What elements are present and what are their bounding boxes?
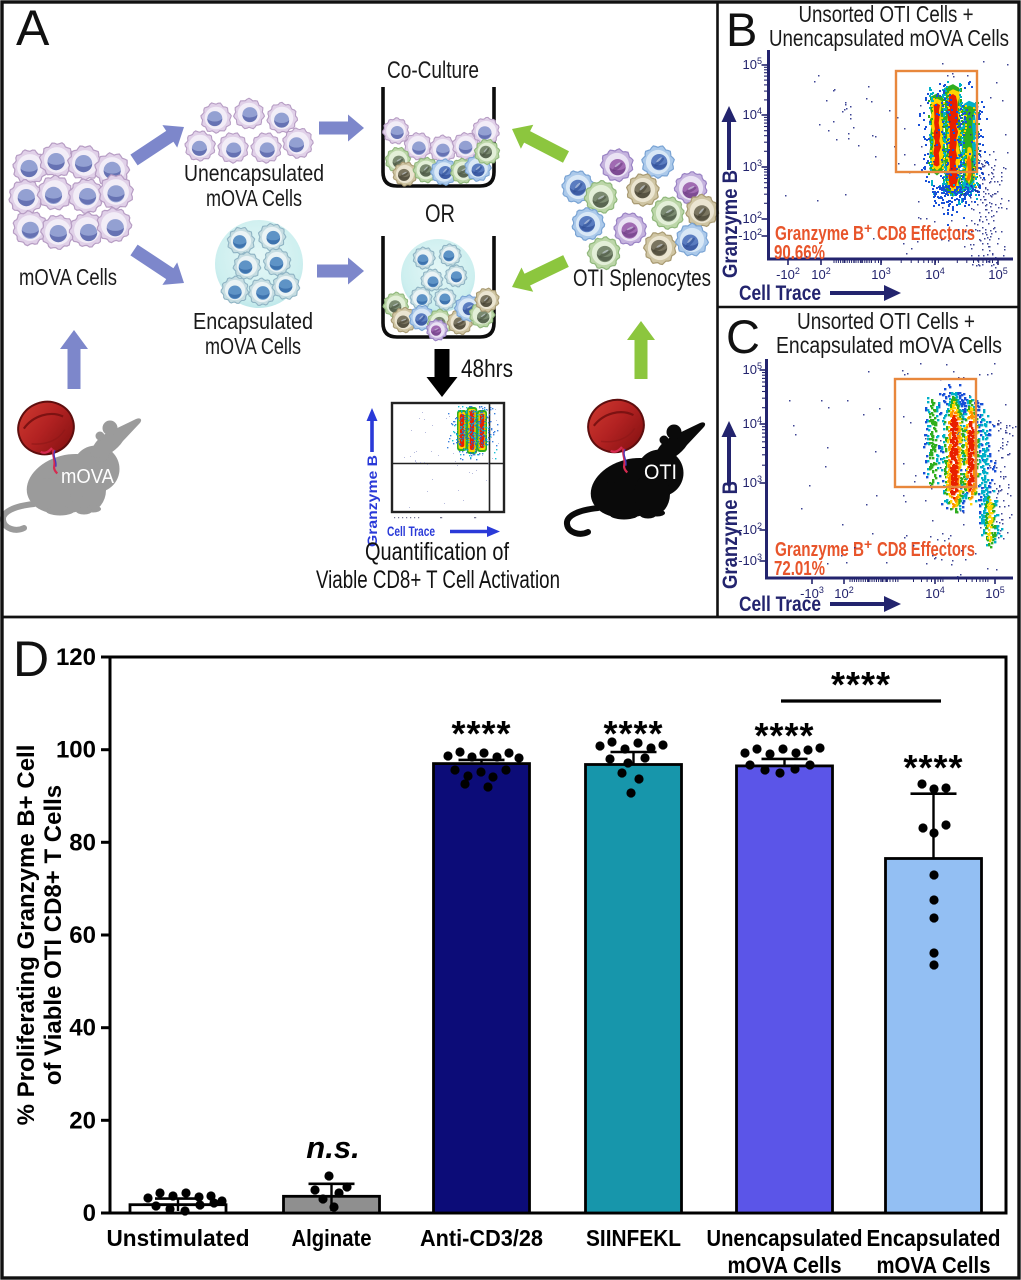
svg-text:Alginate: Alginate: [292, 1225, 372, 1251]
svg-text:****: ****: [831, 664, 891, 705]
svg-text:Granzyme B: Granzyme B: [719, 170, 742, 278]
svg-text:mOVA Cells: mOVA Cells: [877, 1252, 991, 1278]
svg-text:Co-Culture: Co-Culture: [387, 57, 479, 84]
svg-text:of Viable OTI CD8+ T Cells: of Viable OTI CD8+ T Cells: [40, 785, 67, 1085]
svg-text:mOVA Cells: mOVA Cells: [728, 1252, 842, 1278]
svg-text:Granzyme B: Granzyme B: [775, 223, 864, 245]
svg-text:120: 120: [56, 644, 96, 671]
svg-text:n.s.: n.s.: [306, 1130, 359, 1165]
svg-text:-102: -102: [738, 521, 762, 537]
svg-text:mOVA Cells: mOVA Cells: [206, 185, 302, 211]
svg-text:+: +: [864, 536, 872, 552]
svg-text:mOVA: mOVA: [61, 466, 115, 488]
svg-text:Quantification of: Quantification of: [365, 538, 509, 566]
svg-text:OTI Splenocytes: OTI Splenocytes: [573, 265, 711, 292]
svg-text:OR: OR: [425, 200, 455, 228]
svg-text:Unstimulated: Unstimulated: [107, 1225, 250, 1251]
svg-text:60: 60: [69, 922, 96, 949]
svg-text:Unencapsulated: Unencapsulated: [707, 1225, 863, 1251]
svg-text:-102: -102: [776, 266, 800, 282]
svg-text:Unsorted OTI Cells +: Unsorted OTI Cells +: [797, 308, 975, 334]
svg-text:-103: -103: [800, 585, 824, 601]
svg-text:Anti-CD3/28: Anti-CD3/28: [420, 1225, 543, 1251]
svg-text:-103: -103: [738, 552, 762, 568]
svg-text:D: D: [13, 631, 49, 687]
svg-text:Granzyme B: Granzyme B: [364, 455, 380, 547]
svg-text:A: A: [16, 0, 50, 56]
svg-text:****: ****: [451, 713, 511, 754]
svg-text:Encapsulated: Encapsulated: [867, 1225, 1001, 1251]
svg-text:mOVA Cells: mOVA Cells: [205, 333, 301, 359]
svg-text:Unencapsulated mOVA Cells: Unencapsulated mOVA Cells: [769, 25, 1009, 51]
svg-text:Viable CD8+ T Cell Activation: Viable CD8+ T Cell Activation: [316, 566, 560, 594]
svg-text:20: 20: [69, 1107, 96, 1134]
svg-text:B: B: [726, 3, 757, 56]
svg-text:% Proliferating Granzyme B+ Ce: % Proliferating Granzyme B+ Cell: [13, 745, 40, 1126]
svg-text:Cell Trace: Cell Trace: [387, 524, 435, 539]
svg-text:40: 40: [69, 1015, 96, 1042]
svg-text:****: ****: [903, 747, 963, 788]
svg-text:100: 100: [56, 737, 96, 764]
svg-text:+: +: [864, 220, 872, 236]
svg-text:Granzyme B: Granzyme B: [719, 481, 742, 589]
svg-text:SIINFEKL: SIINFEKL: [586, 1225, 681, 1251]
svg-text:C: C: [726, 310, 760, 363]
svg-text:48hrs: 48hrs: [461, 355, 513, 383]
svg-text:90.66%: 90.66%: [774, 242, 825, 264]
svg-text:72.01%: 72.01%: [774, 558, 825, 580]
svg-text:CD8 Effectors: CD8 Effectors: [877, 223, 975, 245]
svg-text:Cell Trace: Cell Trace: [739, 593, 821, 616]
svg-text:80: 80: [69, 829, 96, 856]
svg-text:mOVA Cells: mOVA Cells: [19, 264, 117, 290]
svg-text:Unsorted OTI Cells +: Unsorted OTI Cells +: [799, 1, 974, 27]
svg-text:CD8 Effectors: CD8 Effectors: [877, 539, 975, 561]
svg-text:Encapsulated mOVA Cells: Encapsulated mOVA Cells: [776, 332, 1002, 358]
svg-text:0: 0: [83, 1200, 96, 1227]
svg-text:OTI: OTI: [644, 461, 677, 484]
svg-text:Encapsulated: Encapsulated: [193, 308, 313, 334]
svg-text:-102: -102: [738, 227, 762, 243]
svg-text:Unencapsulated: Unencapsulated: [184, 160, 324, 186]
svg-text:Cell Trace: Cell Trace: [739, 282, 821, 305]
